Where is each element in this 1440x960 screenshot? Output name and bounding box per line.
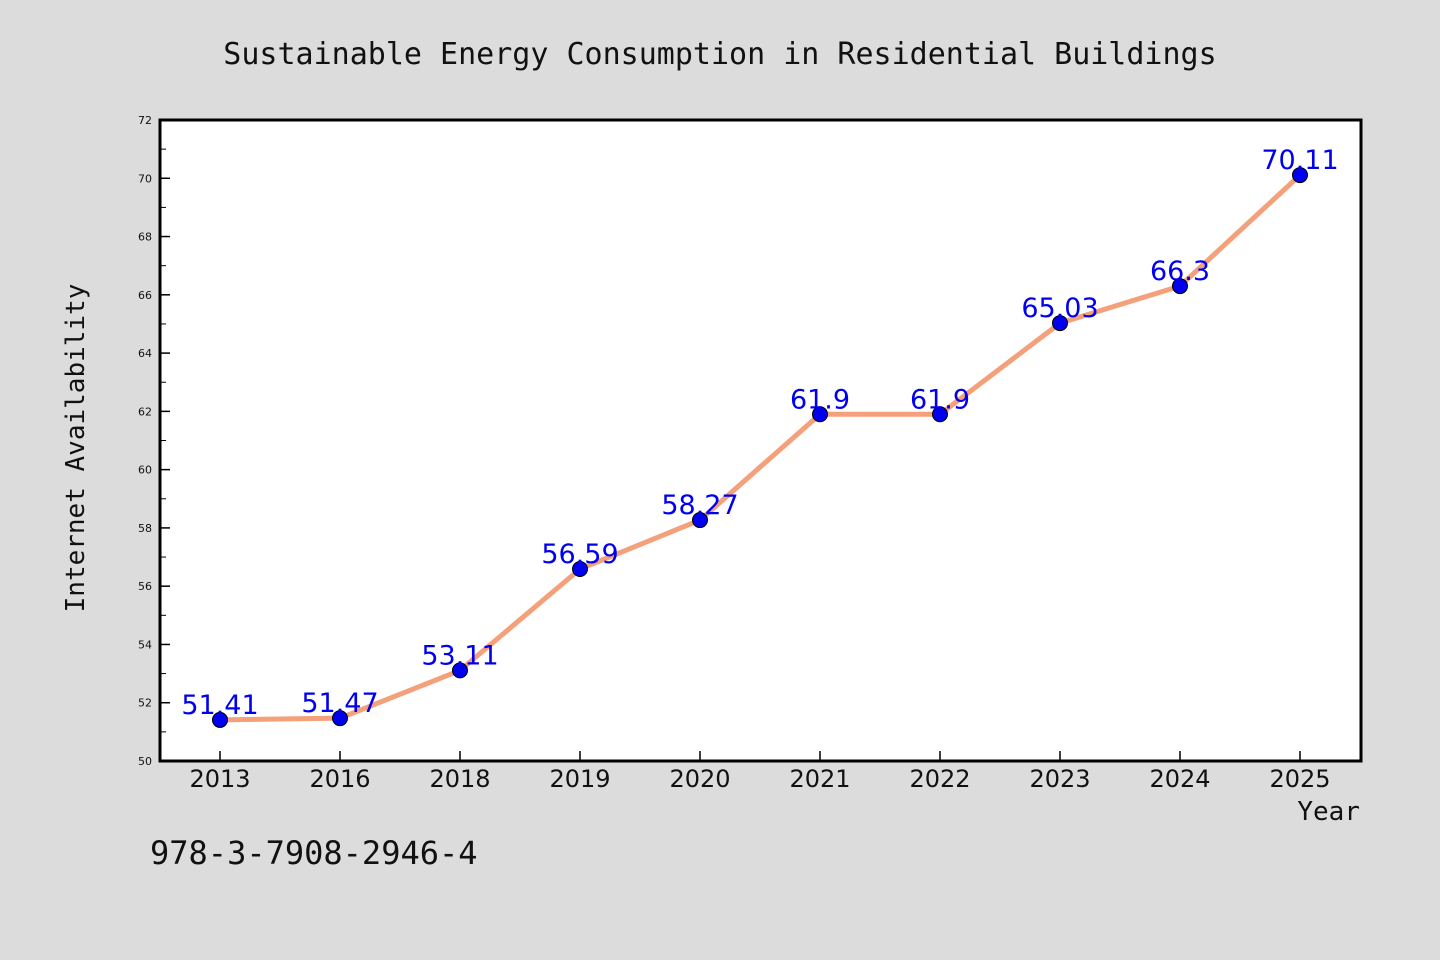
x-tick-label: 2023 (1029, 765, 1090, 793)
data-label: 66.3 (1150, 256, 1210, 287)
x-tick-label: 2022 (909, 765, 970, 793)
data-label: 61.9 (790, 384, 850, 415)
y-tick-label: 56 (138, 580, 152, 593)
series-line (219, 173, 1302, 723)
x-tick-label: 2021 (789, 765, 850, 793)
x-tick-label: 2024 (1149, 765, 1210, 793)
data-point (812, 406, 828, 423)
data-point (1052, 315, 1068, 332)
y-tick-label: 68 (138, 231, 152, 244)
data-label: 51.41 (181, 690, 258, 721)
data-point (932, 406, 948, 423)
data-point (332, 710, 348, 727)
chart-title: Sustainable Energy Consumption in Reside… (223, 37, 1216, 72)
y-tick-label: 62 (138, 405, 152, 418)
y-axis-label: Internet Availability (61, 284, 91, 613)
plot-frame (158, 118, 1363, 763)
data-label: 61.9 (910, 384, 970, 415)
data-label: 56.59 (541, 539, 618, 570)
data-label: 53.11 (421, 640, 498, 671)
y-tick-label: 60 (138, 464, 152, 477)
x-axis-ticks: 2013 2016 2018 2019 2020 2021 2022 2023 2024 2025 (189, 751, 1331, 793)
y-axis-ticks: 50 52 54 56 58 60 62 64 66 68 70 72 (138, 114, 170, 768)
x-tick-label: 2019 (549, 765, 610, 793)
x-tick-label: 2025 (1269, 765, 1330, 793)
x-tick-label: 2020 (669, 765, 730, 793)
x-tick-label: 2016 (309, 765, 370, 793)
y-tick-label: 72 (138, 114, 152, 127)
data-labels: 51.41 51.47 53.11 56.59 58.27 61.9 61.9 65.03 66… (181, 145, 1338, 721)
x-tick-label: 2018 (429, 765, 490, 793)
data-point (212, 711, 228, 728)
x-axis-label: Year (1297, 797, 1360, 827)
y-tick-label: 50 (138, 755, 152, 768)
data-point (1292, 167, 1308, 184)
data-label: 65.03 (1021, 293, 1098, 324)
data-markers (212, 167, 1308, 728)
y-tick-label: 54 (138, 638, 152, 651)
isbn-annotation: 978-3-7908-2946-4 (150, 834, 478, 872)
x-tick-label: 2013 (189, 765, 250, 793)
data-point (452, 662, 468, 679)
y-tick-label: 64 (138, 347, 152, 360)
y-tick-label: 52 (138, 697, 152, 710)
data-point (692, 512, 708, 529)
data-point (1172, 278, 1188, 295)
data-point (572, 560, 588, 577)
data-label: 51.47 (301, 688, 378, 719)
y-tick-label: 70 (138, 172, 152, 185)
data-label: 58.27 (661, 490, 738, 521)
y-tick-label: 66 (138, 289, 152, 302)
y-tick-label: 58 (138, 522, 152, 535)
plot-area (160, 120, 1361, 761)
data-label: 70.11 (1261, 145, 1338, 176)
